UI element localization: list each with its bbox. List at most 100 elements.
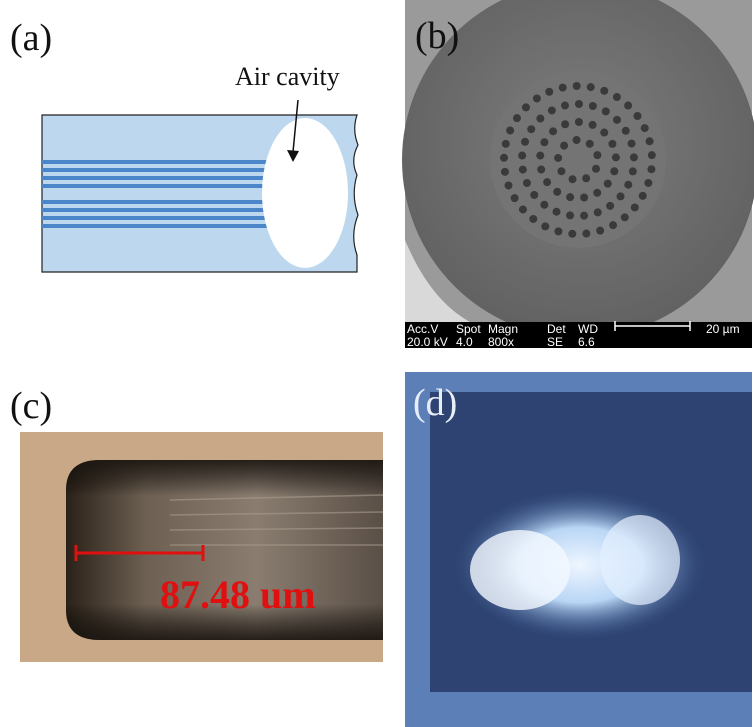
air-hole (628, 140, 636, 148)
panel-label: (d) (413, 382, 457, 424)
air-hole (647, 165, 655, 173)
bright-spot (600, 515, 680, 605)
air-hole (521, 138, 529, 146)
air-hole (536, 152, 544, 160)
air-hole (511, 194, 519, 202)
air-hole (554, 227, 562, 235)
air-hole (596, 227, 604, 235)
air-hole (593, 151, 601, 159)
info-header: Magn (488, 322, 518, 336)
air-hole (580, 212, 588, 220)
air-hole (568, 230, 576, 238)
air-hole (624, 102, 632, 110)
air-hole (610, 167, 618, 175)
air-hole (593, 189, 601, 197)
air-hole (533, 94, 541, 102)
figure: (a) Air cavity (b) Acc.V Spot Magn Det W… (0, 0, 754, 727)
air-hole (604, 180, 612, 188)
air-hole (540, 138, 548, 146)
air-hole (587, 83, 595, 91)
air-hole (506, 126, 514, 134)
air-hole (559, 84, 567, 92)
info-header: Spot (456, 322, 481, 336)
air-hole (545, 88, 553, 96)
air-hole (646, 137, 654, 145)
air-hole (631, 203, 639, 211)
holey-region (490, 72, 666, 248)
panel-b: (b) Acc.V Spot Magn Det WD 20.0 kV 4.0 8… (402, 0, 754, 349)
air-hole (523, 179, 531, 187)
air-hole (549, 127, 557, 135)
air-hole (634, 112, 642, 120)
panel-label: (a) (10, 17, 52, 59)
air-hole (561, 120, 569, 128)
air-hole (536, 115, 544, 123)
panel-a: (a) Air cavity (10, 17, 358, 272)
air-hole (518, 152, 526, 160)
air-hole (566, 211, 574, 219)
info-value: SE (547, 335, 563, 349)
air-hole (586, 140, 594, 148)
air-hole (505, 181, 513, 189)
air-hole (573, 136, 581, 144)
air-hole (608, 140, 616, 148)
air-hole (500, 154, 508, 162)
air-hole (543, 178, 551, 186)
air-hole (541, 222, 549, 230)
info-value: 4.0 (456, 335, 473, 349)
air-hole (501, 168, 509, 176)
air-hole (502, 140, 510, 148)
air-hole (606, 202, 614, 210)
air-hole (609, 221, 617, 229)
air-hole (589, 121, 597, 129)
measurement: 87.48 um (160, 572, 316, 617)
air-hole (575, 100, 583, 108)
air-hole (540, 201, 548, 209)
air-hole (622, 127, 630, 135)
air-hole (566, 193, 574, 201)
air-hole (612, 153, 620, 161)
air-hole (589, 102, 597, 110)
info-header: Acc.V (407, 322, 438, 336)
air-hole (553, 208, 561, 216)
info-header: WD (578, 322, 598, 336)
air-hole (624, 181, 632, 189)
air-hole (569, 175, 577, 183)
info-value: 6.6 (578, 335, 595, 349)
panel-d: (d) (405, 372, 752, 727)
annotation: Air cavity (235, 62, 340, 91)
air-hole (648, 151, 656, 159)
air-hole (519, 166, 527, 174)
air-hole (592, 165, 600, 173)
scale-label: 20 µm (706, 322, 740, 336)
air-hole (602, 107, 610, 115)
air-hole (621, 213, 629, 221)
air-hole (641, 124, 649, 132)
air-hole (513, 114, 521, 122)
panel-label: (c) (10, 385, 52, 427)
air-hole (613, 116, 621, 124)
air-hole (594, 208, 602, 216)
air-hole (527, 125, 535, 133)
air-hole (613, 93, 621, 101)
air-hole (582, 230, 590, 238)
bright-spot (470, 530, 570, 610)
info-value: 800x (488, 335, 514, 349)
air-hole (617, 192, 625, 200)
air-hole (582, 174, 590, 182)
air-hole (630, 153, 638, 161)
air-hole (573, 82, 581, 90)
air-hole (553, 188, 561, 196)
air-hole (600, 87, 608, 95)
air-hole (554, 154, 562, 162)
panel-c: (c) 87.48 um (10, 385, 383, 662)
air-hole (644, 179, 652, 187)
air-hole (629, 167, 637, 175)
air-hole (575, 118, 583, 126)
air-hole (600, 129, 608, 137)
info-value: 20.0 kV (407, 335, 448, 349)
air-hole (580, 194, 588, 202)
air-cavity (262, 118, 348, 268)
air-hole (639, 192, 647, 200)
info-header: Det (547, 322, 566, 336)
